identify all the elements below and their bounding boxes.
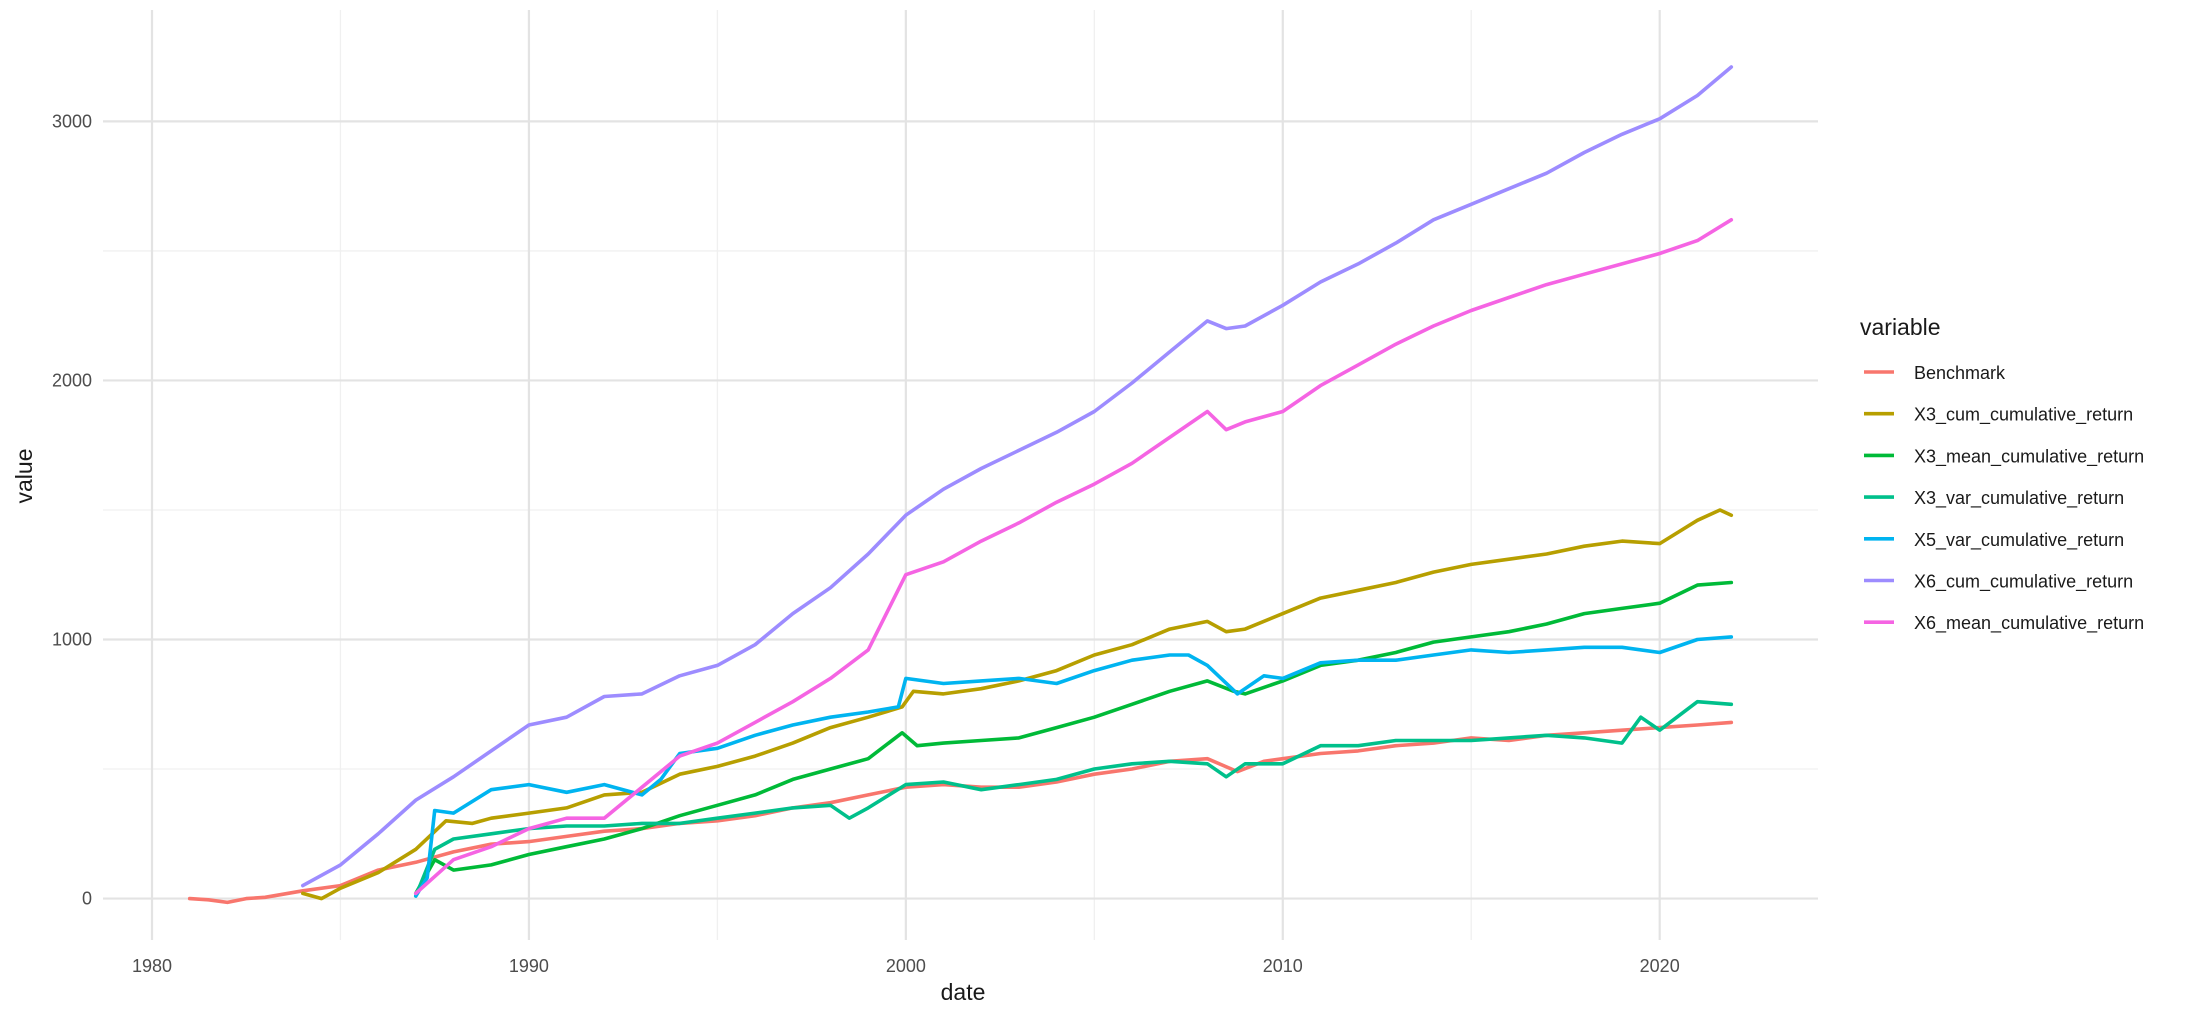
series-line-x6-mean-cumulative-return	[414, 218, 1734, 896]
x-tick-label: 1990	[509, 956, 549, 976]
legend-item: X5_var_cumulative_return	[1864, 530, 2124, 551]
series-line-x3-mean-cumulative-return	[414, 580, 1734, 896]
legend-title: variable	[1860, 314, 1941, 340]
x-tick-label: 2010	[1263, 956, 1303, 976]
legend-label: X5_var_cumulative_return	[1914, 530, 2124, 551]
series-line-x3-cum-cumulative-return	[301, 508, 1734, 901]
legend-label: X6_cum_cumulative_return	[1914, 572, 2133, 593]
x-tick-label: 1980	[132, 956, 172, 976]
x-tick-label: 2020	[1640, 956, 1680, 976]
axes: date value 1980 1990 2000 2010 2020 0 1000 2000…	[11, 111, 1680, 1005]
legend-label: X6_mean_cumulative_return	[1914, 613, 2144, 634]
y-tick-label: 2000	[52, 370, 92, 390]
legend-item: Benchmark	[1864, 363, 2006, 383]
legend-item: X3_var_cumulative_return	[1864, 488, 2124, 509]
legend: variable Benchmark X3_cum_cumulative_retu…	[1860, 314, 2144, 634]
legend-label: X3_cum_cumulative_return	[1914, 405, 2133, 426]
y-axis-label: value	[11, 449, 37, 504]
series-line-x3-var-cumulative-return	[414, 699, 1734, 898]
grid	[103, 10, 1818, 940]
series-line-x6-cum-cumulative-return	[301, 65, 1734, 888]
y-tick-label: 0	[82, 889, 92, 909]
legend-item: X3_mean_cumulative_return	[1864, 446, 2144, 467]
legend-item: X3_cum_cumulative_return	[1864, 405, 2133, 426]
y-tick-label: 1000	[52, 629, 92, 649]
series-lines	[187, 65, 1734, 905]
legend-label: X3_var_cumulative_return	[1914, 488, 2124, 509]
legend-item: X6_mean_cumulative_return	[1864, 613, 2144, 634]
y-tick-label: 3000	[52, 111, 92, 131]
legend-label: Benchmark	[1914, 363, 2006, 383]
legend-label: X3_mean_cumulative_return	[1914, 446, 2144, 467]
series-line-benchmark	[187, 720, 1734, 905]
x-axis-label: date	[941, 979, 986, 1005]
series-line-x5-var-cumulative-return	[414, 635, 1734, 898]
x-tick-label: 2000	[886, 956, 926, 976]
legend-item: X6_cum_cumulative_return	[1864, 572, 2133, 593]
